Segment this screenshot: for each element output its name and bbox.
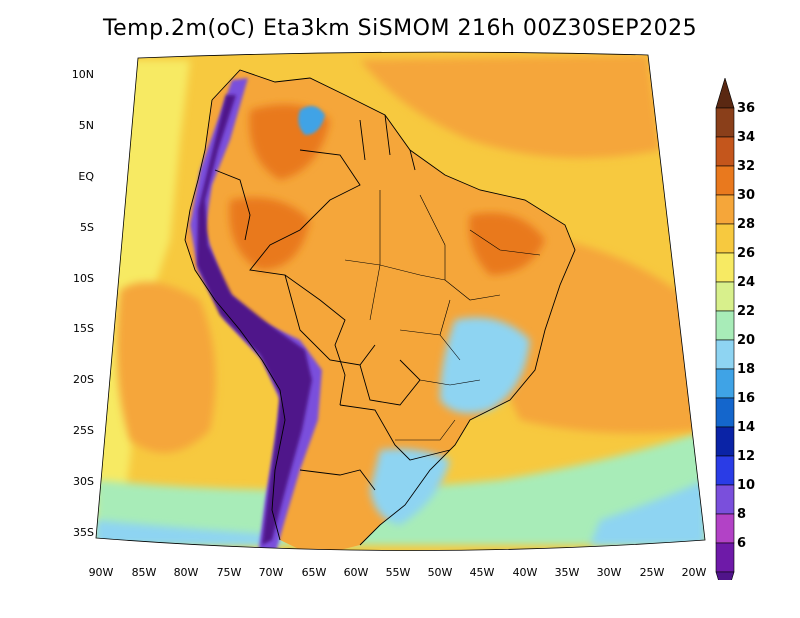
colorbar-label: 12: [737, 449, 756, 464]
lon-label: 40W: [512, 566, 538, 579]
colorbar-segment: [715, 397, 735, 428]
lon-label: 65W: [301, 566, 327, 579]
colorbar-label: 30: [737, 188, 756, 203]
cool-south: [370, 448, 450, 525]
lat-label: 20S: [73, 373, 94, 386]
paraguay-border: [359, 359, 421, 406]
colorbar-label: 10: [737, 478, 756, 493]
country-boundaries: [184, 69, 576, 546]
colorbar-label: 24: [737, 275, 756, 290]
colorbar-label: 22: [737, 304, 756, 319]
colorbar-label: 34: [737, 130, 756, 145]
west-coastline: [184, 99, 286, 541]
colorbar-segment: [715, 107, 735, 138]
colorbar-label: 36: [737, 101, 756, 116]
lat-label: 15S: [73, 322, 94, 335]
colorbar-label: 28: [737, 217, 756, 232]
lat-label: 25S: [73, 424, 94, 437]
lon-label: 80W: [173, 566, 199, 579]
colorbar-label: 8: [737, 507, 747, 522]
lon-label: 25W: [639, 566, 665, 579]
colorbar-label: 20: [737, 333, 756, 348]
cool-southeast: [440, 317, 530, 414]
lat-label: 5N: [78, 119, 94, 132]
colorbar-segment: [715, 136, 735, 167]
colorbar-segment: [715, 455, 735, 486]
colorbar-segment: [715, 339, 735, 370]
colorbar-label: 32: [737, 159, 756, 174]
coastline: [211, 69, 576, 546]
colorbar: [715, 78, 735, 580]
domain-boundary: [95, 51, 706, 551]
colorbar-segment: [715, 542, 735, 573]
south-america-land: [185, 70, 575, 551]
map-title: Temp.2m(oC) Eta3km SiSMOM 216h 00Z30SEP2…: [102, 16, 698, 41]
lon-label: 75W: [216, 566, 242, 579]
colorbar-label: 6: [737, 536, 747, 551]
lat-label: 35S: [73, 526, 94, 539]
hot-interior-northeast: [469, 212, 545, 275]
brazil-west-border: [249, 149, 361, 406]
colorbar-top-arrow: [715, 78, 735, 109]
lon-label: 85W: [131, 566, 157, 579]
southern-cold-zone: [96, 480, 705, 545]
temperature-field: [96, 52, 705, 551]
lat-label: EQ: [78, 170, 94, 183]
peru-border: [214, 169, 251, 241]
cool-north-highlands: [298, 106, 325, 135]
colorbar-segment: [715, 513, 735, 544]
colorbar-segment: [715, 310, 735, 341]
brazil-south-border: [339, 404, 451, 461]
lon-label: 60W: [343, 566, 369, 579]
colorbar-segment: [715, 223, 735, 254]
lat-label: 30S: [73, 475, 94, 488]
lat-label: 5S: [80, 221, 94, 234]
colorbar-segment: [715, 165, 735, 196]
colorbar-label: 18: [737, 362, 756, 377]
atlantic-warm-zone: [360, 55, 660, 158]
colorbar-bottom-arrow: [715, 571, 735, 580]
lon-label: 20W: [681, 566, 707, 579]
pacific-warm-zone: [116, 282, 216, 453]
bolivia-border: [284, 274, 376, 366]
lon-label: 90W: [88, 566, 114, 579]
colorbar-label: 14: [737, 420, 756, 435]
colorbar-segment: [715, 194, 735, 225]
guiana-borders: [359, 114, 416, 171]
lat-label: 10S: [73, 272, 94, 285]
lon-label: 35W: [554, 566, 580, 579]
lon-label: 55W: [385, 566, 411, 579]
lon-label: 70W: [258, 566, 284, 579]
colorbar-label: 26: [737, 246, 756, 261]
lat-label: 10N: [71, 68, 94, 81]
colorbar-segment: [715, 281, 735, 312]
colorbar-segment: [715, 484, 735, 515]
colorbar-segment: [715, 252, 735, 283]
colorbar-segment: [715, 368, 735, 399]
lon-label: 45W: [469, 566, 495, 579]
argentina-border: [299, 469, 376, 491]
lon-label: 50W: [427, 566, 453, 579]
colorbar-label: 16: [737, 391, 756, 406]
lon-label: 30W: [596, 566, 622, 579]
state-boundaries: [344, 190, 541, 441]
colorbar-segment: [715, 426, 735, 457]
andes-cold-zone: [197, 95, 312, 545]
